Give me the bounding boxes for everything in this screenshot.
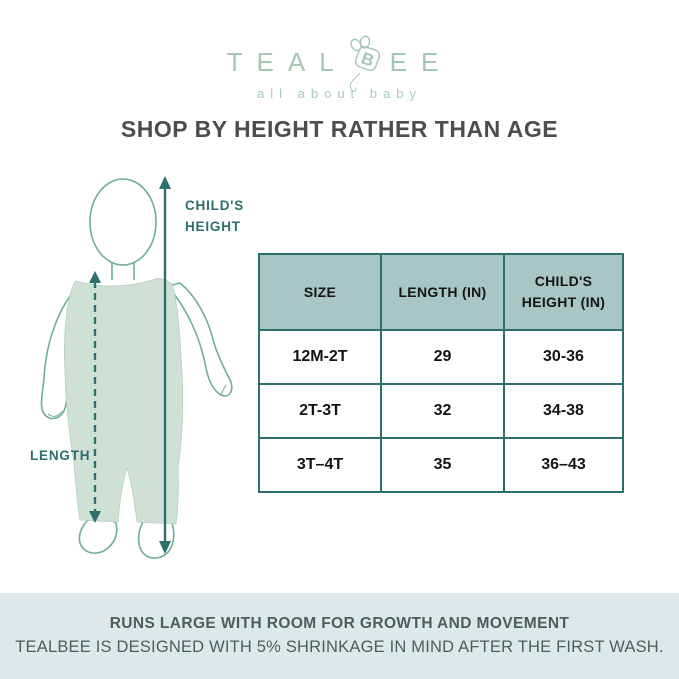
column-header-length: LENGTH (IN) bbox=[380, 253, 505, 331]
cell-height: 34-38 bbox=[503, 383, 624, 439]
bee-letter: B bbox=[358, 49, 376, 71]
height-arrow bbox=[159, 176, 171, 554]
brand-name-right: EE bbox=[389, 47, 453, 77]
height-label-line1: CHILD'S bbox=[185, 198, 245, 213]
size-chart-table: SIZE LENGTH (IN) CHILD'S HEIGHT (IN) 12M… bbox=[258, 253, 624, 493]
cell-height: 30-36 bbox=[503, 329, 624, 385]
cell-height: 36–43 bbox=[503, 437, 624, 493]
height-label: CHILD'S HEIGHT bbox=[185, 196, 265, 238]
brand-tagline: all about baby bbox=[257, 86, 422, 101]
cell-size: 12M-2T bbox=[258, 329, 382, 385]
left-foot bbox=[78, 516, 118, 554]
baby-measurement-illustration bbox=[40, 176, 233, 559]
column-header-size: SIZE bbox=[258, 253, 382, 331]
length-arrow bbox=[89, 271, 101, 523]
brand-logo: TEAL B EE bbox=[0, 35, 679, 92]
column-header-height: CHILD'S HEIGHT (IN) bbox=[503, 253, 624, 331]
cell-size: 2T-3T bbox=[258, 383, 382, 439]
baby-head bbox=[89, 178, 157, 266]
cell-size: 3T–4T bbox=[258, 437, 382, 493]
length-label: LENGTH bbox=[30, 448, 91, 463]
bee-icon: B bbox=[344, 35, 388, 95]
table-header-row: SIZE LENGTH (IN) CHILD'S HEIGHT (IN) bbox=[258, 253, 624, 331]
right-arm bbox=[167, 282, 233, 397]
height-label-line2: HEIGHT bbox=[185, 218, 241, 234]
cell-length: 35 bbox=[380, 437, 505, 493]
table-row: 3T–4T 35 36–43 bbox=[258, 437, 624, 493]
table-row: 2T-3T 32 34-38 bbox=[258, 383, 624, 439]
cell-length: 29 bbox=[380, 329, 505, 385]
footer-note: RUNS LARGE WITH ROOM FOR GROWTH AND MOVE… bbox=[0, 593, 679, 679]
footer-line1: RUNS LARGE WITH ROOM FOR GROWTH AND MOVE… bbox=[109, 615, 570, 632]
table-row: 12M-2T 29 30-36 bbox=[258, 329, 624, 385]
cell-length: 32 bbox=[380, 383, 505, 439]
brand-name-left: TEAL bbox=[226, 47, 348, 77]
footer-line2: TEALBEE IS DESIGNED WITH 5% SHRINKAGE IN… bbox=[15, 638, 664, 656]
page-title: SHOP BY HEIGHT RATHER THAN AGE bbox=[120, 116, 559, 142]
